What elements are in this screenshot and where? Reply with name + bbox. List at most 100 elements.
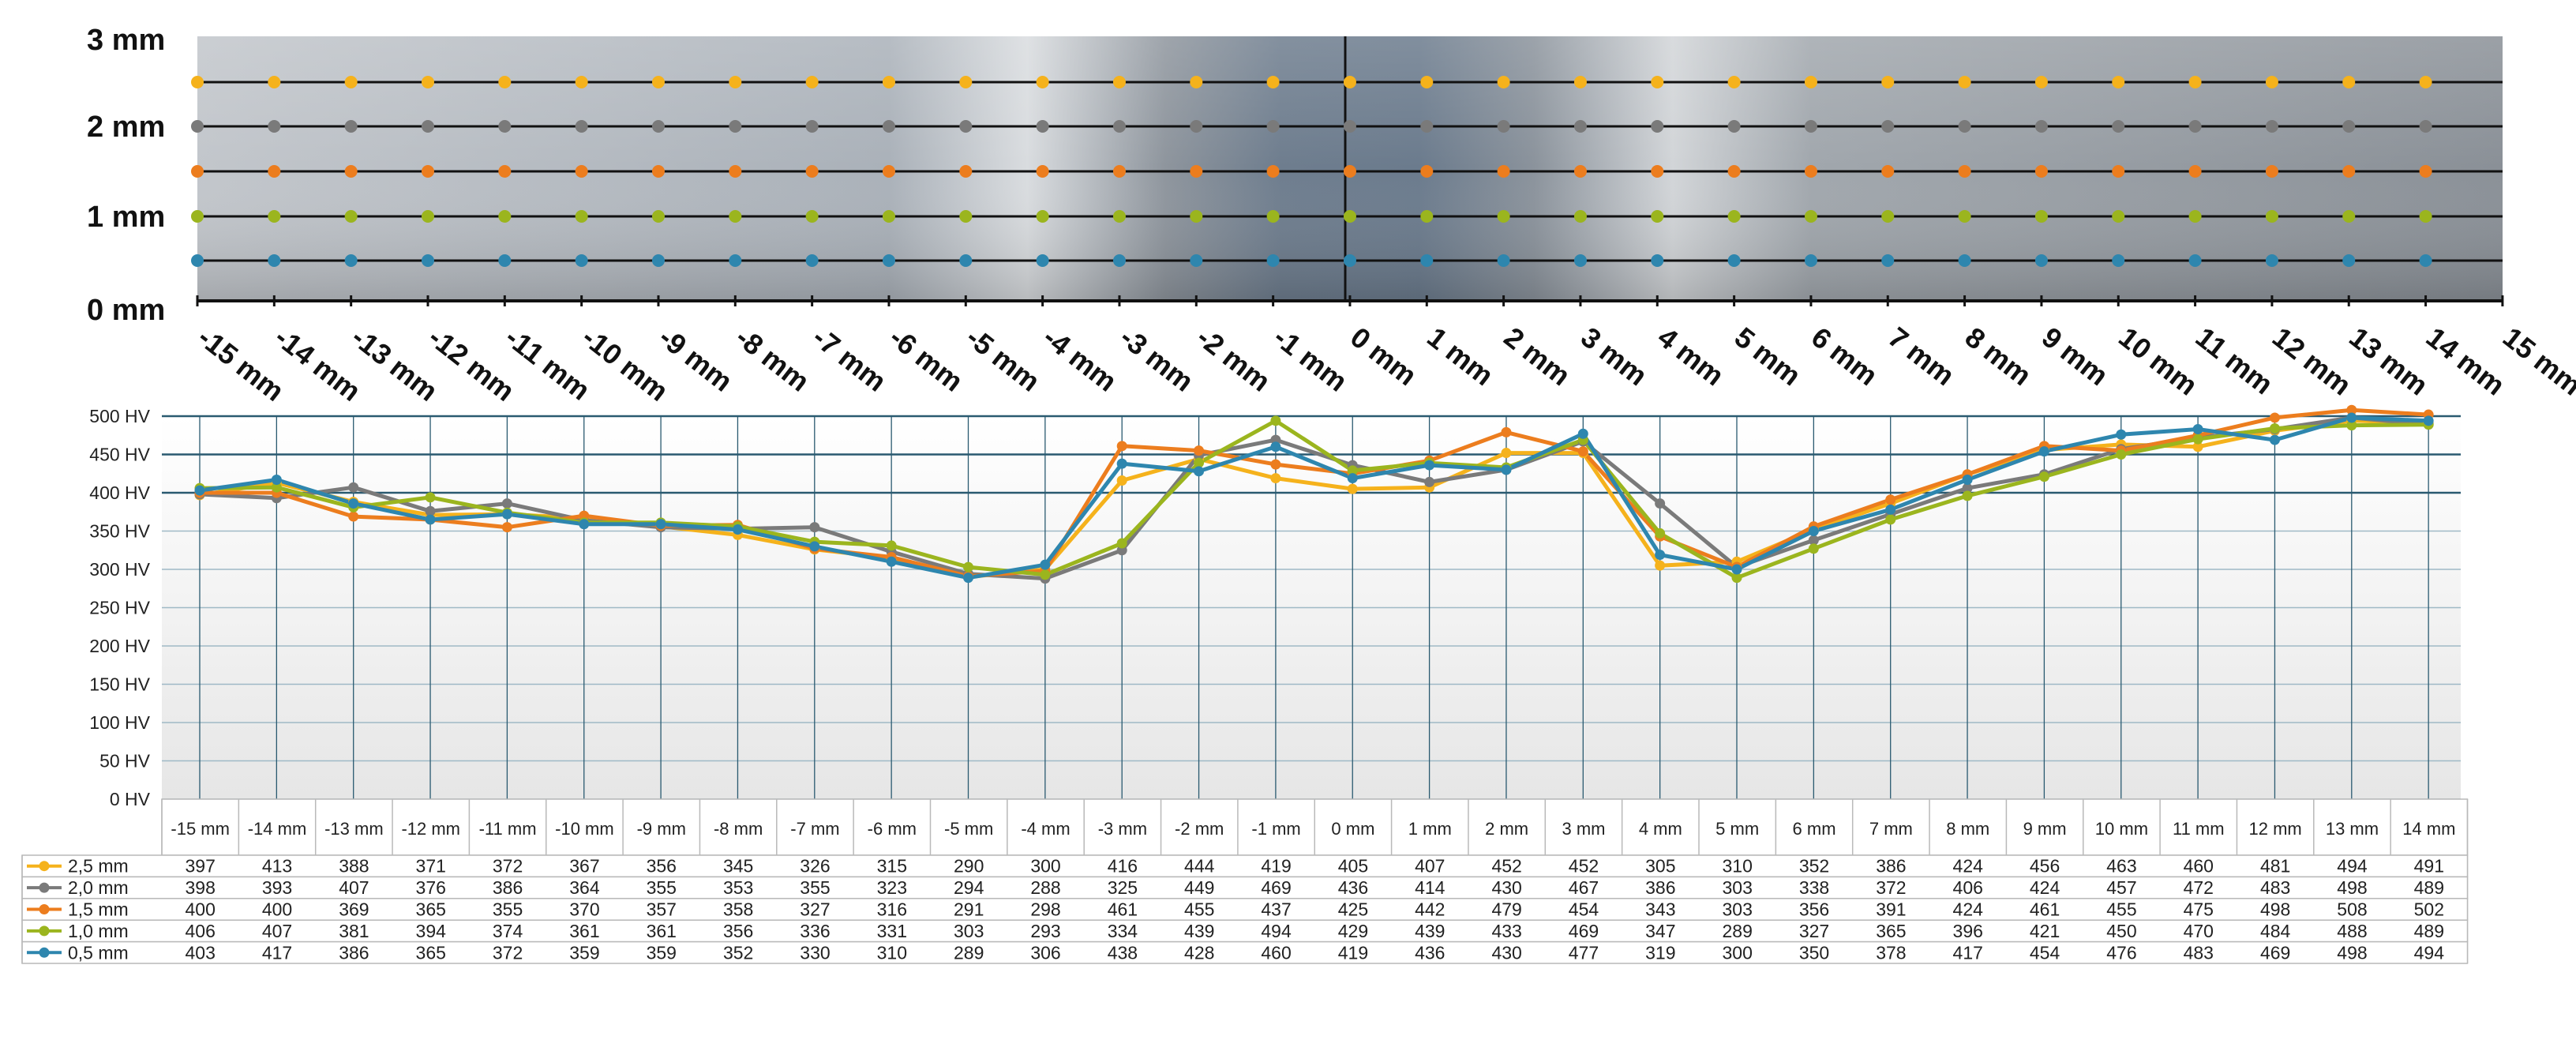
- table-cell: 433: [1491, 921, 1521, 941]
- table-cell: 386: [493, 877, 523, 898]
- measurement-dot: [805, 165, 819, 178]
- table-cell: 323: [877, 877, 907, 898]
- table-cell: 470: [2184, 921, 2214, 941]
- measurement-dot: [1573, 165, 1587, 178]
- position-label: -7 mm: [807, 321, 893, 398]
- table-cell: 454: [2030, 942, 2060, 963]
- data-point: [1424, 460, 1435, 471]
- table-cell: 298: [1030, 899, 1060, 920]
- table-header-cell: 0 mm: [1331, 819, 1374, 839]
- table-cell: 353: [723, 877, 753, 898]
- measurement-dot: [1881, 254, 1895, 267]
- table-cell: 452: [1569, 856, 1599, 877]
- table-cell: 414: [1415, 877, 1445, 898]
- legend-swatch-dot: [39, 904, 50, 914]
- data-point: [1194, 445, 1205, 456]
- table-header-cell: 5 mm: [1715, 819, 1759, 839]
- data-point: [2192, 434, 2203, 445]
- table-header-cell: 7 mm: [1869, 819, 1913, 839]
- table-cell: 498: [2260, 899, 2290, 920]
- table-header-cell: 2 mm: [1485, 819, 1528, 839]
- table-cell: 355: [800, 877, 830, 898]
- measurement-dot: [421, 210, 434, 223]
- measurement-dot: [498, 76, 512, 88]
- position-label: 12 mm: [2267, 321, 2357, 402]
- data-point: [1808, 543, 1819, 554]
- measurement-dot: [575, 76, 588, 88]
- depth-label: 3 mm: [87, 24, 165, 57]
- table-cell: 367: [569, 856, 599, 877]
- table-header-cell: -1 mm: [1251, 819, 1300, 839]
- measurement-dot: [1190, 120, 1203, 133]
- measurement-dot: [1727, 76, 1741, 88]
- table-cell: 460: [2184, 856, 2214, 877]
- table-cell: 425: [1338, 899, 1368, 920]
- table-cell: 483: [2260, 877, 2290, 898]
- measurement-dot: [344, 254, 358, 267]
- table-cell: 343: [1645, 899, 1675, 920]
- data-point: [1424, 476, 1435, 487]
- table-cell: 391: [1876, 899, 1906, 920]
- data-point: [501, 509, 512, 520]
- table-cell: 424: [1953, 899, 1984, 920]
- table-cell: 463: [2106, 856, 2136, 877]
- table-cell: 455: [2106, 899, 2136, 920]
- table-cell: 330: [800, 942, 830, 963]
- measurement-dot: [191, 210, 204, 223]
- position-label: -1 mm: [1268, 321, 1354, 398]
- table-cell: 310: [877, 942, 907, 963]
- position-label: 0 mm: [1344, 321, 1423, 392]
- table-row: [21, 941, 2469, 964]
- table-cell: 288: [1030, 877, 1060, 898]
- data-point: [1808, 535, 1819, 546]
- measurement-dot: [1651, 76, 1664, 88]
- table-cell: 361: [647, 921, 677, 941]
- measurement-dot: [1881, 76, 1895, 88]
- table-cell: 378: [1876, 942, 1906, 963]
- measurement-dot: [1804, 165, 1817, 178]
- table-cell: 359: [569, 942, 599, 963]
- data-point: [348, 511, 359, 522]
- table-cell: 303: [1722, 899, 1752, 920]
- table-cell: 394: [416, 921, 447, 941]
- position-label: -2 mm: [1191, 321, 1277, 398]
- table-cell: 461: [1108, 899, 1138, 920]
- data-point: [1655, 550, 1666, 561]
- measurement-dot: [2112, 254, 2125, 267]
- table-cell: 365: [416, 899, 446, 920]
- table-cell: 359: [647, 942, 677, 963]
- measurement-dot: [2265, 120, 2278, 133]
- measurement-dot: [191, 76, 204, 88]
- position-label: 14 mm: [2420, 321, 2511, 402]
- table-cell: 334: [1108, 921, 1138, 941]
- measurement-dot: [421, 165, 434, 178]
- measurement-dot: [575, 165, 588, 178]
- measurement-dot: [268, 254, 281, 267]
- measurement-dot: [1497, 76, 1510, 88]
- measurement-dot: [1958, 165, 1971, 178]
- measurement-dot: [959, 76, 973, 88]
- y-tick-label: 350 HV: [89, 521, 150, 542]
- data-point: [2038, 471, 2049, 482]
- table-cell: 303: [1722, 877, 1752, 898]
- table-cell: 417: [1953, 942, 1983, 963]
- table-header-cell: -13 mm: [324, 819, 384, 839]
- measurement-dot: [729, 165, 742, 178]
- measurement-dot: [2112, 210, 2125, 223]
- measurement-dot: [1727, 210, 1741, 223]
- position-label: -12 mm: [422, 321, 521, 407]
- measurement-dot: [882, 254, 895, 267]
- position-label: -10 mm: [576, 321, 675, 407]
- legend-entry: 2,5 mm: [68, 856, 129, 877]
- position-label: 13 mm: [2343, 321, 2434, 402]
- legend-swatch-dot: [39, 882, 50, 893]
- table-cell: 400: [262, 899, 292, 920]
- table-cell: 364: [569, 877, 600, 898]
- data-point: [2423, 415, 2434, 426]
- table-cell: 437: [1261, 899, 1291, 920]
- position-labels: -15 mm-14 mm-13 mm-12 mm-11 mm-10 mm-9 m…: [192, 321, 2576, 407]
- table-cell: 338: [1799, 877, 1829, 898]
- table-cell: 413: [262, 856, 292, 877]
- table-cell: 358: [723, 899, 753, 920]
- data-point: [1655, 560, 1666, 571]
